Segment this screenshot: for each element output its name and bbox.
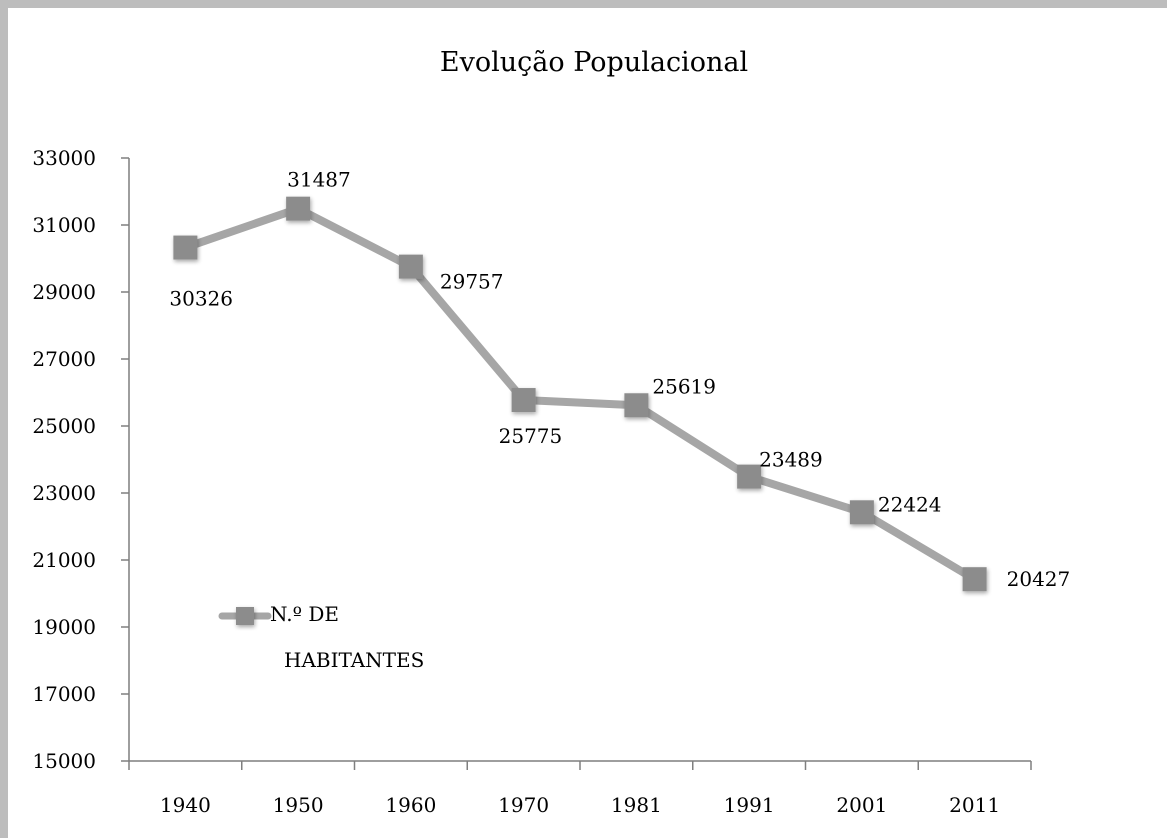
x-tick-label: 2011: [949, 793, 1000, 817]
data-label: 29757: [440, 270, 504, 294]
x-tick-label: 1970: [498, 793, 549, 817]
y-tick-label: 23000: [32, 481, 96, 505]
x-tick-label: 1950: [273, 793, 324, 817]
y-tick-label: 27000: [32, 347, 96, 371]
axes: [128, 158, 1031, 762]
y-tick-label: 31000: [32, 213, 96, 237]
data-point-marker: [962, 567, 987, 592]
y-tick-label: 33000: [32, 146, 96, 170]
x-tick-label: 1981: [611, 793, 662, 817]
data-point-marker: [173, 235, 198, 260]
y-tick-label: 15000: [32, 749, 96, 773]
y-tick-label: 21000: [32, 548, 96, 572]
data-point-marker: [849, 500, 874, 525]
data-point-marker: [286, 196, 311, 221]
y-tick-label: 25000: [32, 414, 96, 438]
data-point-marker: [624, 393, 649, 418]
y-axis-ticks: 15000 17000 19000 21000 23000 25000 27000 29000…: [32, 146, 129, 773]
data-label: 31487: [287, 168, 351, 192]
data-point-marker: [511, 388, 536, 413]
x-tick-label: 1991: [724, 793, 775, 817]
data-label: 20427: [1007, 567, 1071, 591]
x-tick-label: 1940: [160, 793, 211, 817]
y-tick-label: 17000: [32, 682, 96, 706]
x-tick-label: 2001: [836, 793, 887, 817]
data-label: 25619: [652, 374, 716, 398]
data-label: 30326: [169, 287, 233, 311]
legend-marker-swatch: [236, 607, 254, 625]
data-labels: 30326 31487 29757 25775 25619 23489 22424 20427: [169, 168, 1070, 592]
data-point-marker: [737, 464, 762, 489]
x-axis-ticks: 1940 1950 1960 1970 1981 1991 2001 2011: [128, 761, 1032, 817]
series-line-path: [181, 204, 979, 584]
series-markers: [173, 196, 987, 592]
data-label: 22424: [878, 492, 942, 516]
y-tick-label: 19000: [32, 615, 96, 639]
legend: N.º DE HABITANTES: [218, 602, 424, 672]
legend-label-line2: HABITANTES: [284, 648, 424, 672]
series-line: [181, 204, 979, 584]
data-point-marker: [398, 254, 423, 279]
data-label: 25775: [499, 424, 563, 448]
chart-title: Evolução Populacional: [440, 47, 748, 78]
data-label: 23489: [759, 448, 823, 472]
y-tick-label: 29000: [32, 280, 96, 304]
legend-label-line1: N.º DE: [270, 602, 339, 626]
x-tick-label: 1960: [385, 793, 436, 817]
